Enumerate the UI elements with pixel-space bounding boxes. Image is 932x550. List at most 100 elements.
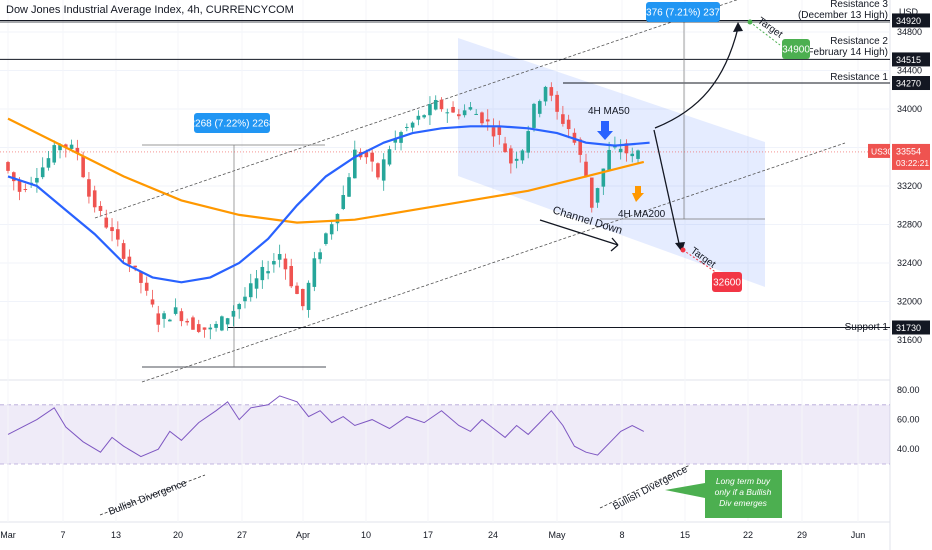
candle-body [277, 254, 282, 260]
candle-body [549, 87, 554, 96]
candle-body [17, 180, 22, 192]
candle-body [509, 148, 513, 164]
rsi-band [0, 404, 890, 464]
price-tick-label: 31600 [897, 335, 922, 345]
target-up-price-bg [782, 39, 810, 59]
candle-body [173, 307, 178, 314]
time-tick-label: 17 [423, 530, 433, 540]
candle-body [318, 252, 322, 260]
candle-body [329, 224, 334, 235]
time-tick-label: 22 [743, 530, 753, 540]
candle-body [69, 144, 74, 149]
candle-body [92, 190, 97, 208]
candle-body [497, 126, 502, 135]
candle-body [139, 271, 143, 283]
resistance-1-label: Resistance 1 [830, 72, 888, 83]
candle-body [127, 256, 132, 265]
candle-body [231, 310, 236, 317]
candle-body [474, 113, 478, 115]
candle-body [87, 179, 91, 197]
time-tick-label: Mar [0, 530, 16, 540]
candle-body [601, 168, 606, 187]
candle-body [289, 265, 294, 287]
candle-body [468, 107, 473, 110]
resistance-3-note: (December 13 High) [798, 10, 888, 21]
candle-body [555, 94, 559, 112]
target-down-leader [682, 249, 721, 276]
measure-right-callout: 2376 (7.21%) 2376 [640, 8, 726, 19]
candle-body [40, 167, 45, 178]
time-tick-label: Jun [851, 530, 866, 540]
rsi-tick-label: 40.00 [897, 444, 920, 454]
candle-body [324, 233, 328, 245]
candle-body [566, 119, 571, 130]
target-down-price: 32600 [713, 278, 741, 289]
candle-body [81, 156, 85, 178]
candle-body [98, 205, 103, 211]
note-callout-line: Long term buy [716, 476, 771, 486]
measure-right-callout-bg [646, 2, 720, 22]
candle-body [341, 195, 346, 209]
candle-body [428, 104, 432, 116]
rsi-divergence-line-left [99, 474, 206, 516]
candle-body [260, 266, 265, 281]
candle-body [353, 149, 357, 179]
candle-body [202, 327, 207, 330]
bullish-projection-head [733, 22, 743, 32]
candle-body [451, 106, 455, 113]
candle-body [613, 146, 617, 148]
candle-body [537, 101, 542, 114]
ma50-marker-arrow [597, 121, 613, 140]
candle-body [162, 313, 166, 319]
candle-body [46, 158, 51, 168]
candle-body [335, 213, 340, 224]
candle-body [58, 144, 62, 151]
bearish-projection-arrow [653, 129, 681, 249]
bullish-projection-arrow [654, 27, 739, 129]
candle-body [457, 114, 461, 117]
candle-body [422, 115, 426, 118]
time-tick-label: 24 [488, 530, 498, 540]
level-tag-bg [892, 13, 930, 28]
last-price-value: 33554 [896, 146, 921, 156]
candle-body [75, 147, 80, 154]
level-tag: 34270 [896, 79, 921, 89]
candle-body [393, 138, 398, 143]
candle-body [584, 161, 588, 177]
rsi-tick-label: 80.00 [897, 385, 920, 395]
candle-body [237, 304, 241, 310]
note-callout-line: Div emerges [719, 498, 767, 508]
candle-body [618, 148, 623, 153]
resistance-3-label: Resistance 3 [830, 0, 888, 10]
time-tick-label: 10 [361, 530, 371, 540]
level-tag-bg [892, 320, 930, 335]
candle-body [116, 229, 120, 240]
candle-body [532, 103, 536, 128]
candle-body [589, 177, 594, 208]
resistance-2-note: (February 14 High) [804, 47, 888, 58]
candle-body [514, 158, 519, 161]
candle-body [347, 177, 351, 197]
ma200-marker-arrow [632, 186, 644, 202]
candle-body [624, 143, 629, 154]
candle-body [208, 327, 213, 330]
candle-body [35, 177, 39, 183]
symbol-tag-bg [868, 143, 890, 158]
target-up-price: 34900 [782, 45, 810, 56]
candle-body [381, 159, 386, 181]
candle-body [179, 311, 184, 322]
rsi-tick-label: 60.00 [897, 415, 920, 425]
price-tick-label: 32000 [897, 297, 922, 307]
rsi-divergence-line-right [599, 464, 691, 509]
candle-body [214, 323, 218, 328]
candle-body [64, 144, 68, 148]
candle-body [480, 112, 484, 124]
note-callout-line: only if a Bullish [715, 487, 772, 497]
support-1-label: Support 1 [845, 322, 889, 333]
price-tick-label: 34400 [897, 66, 922, 76]
candle-body [636, 150, 640, 159]
candle-body [376, 163, 380, 178]
measure-left-callout: 2268 (7.22%) 2268 [189, 119, 275, 130]
candle-body [150, 299, 155, 305]
